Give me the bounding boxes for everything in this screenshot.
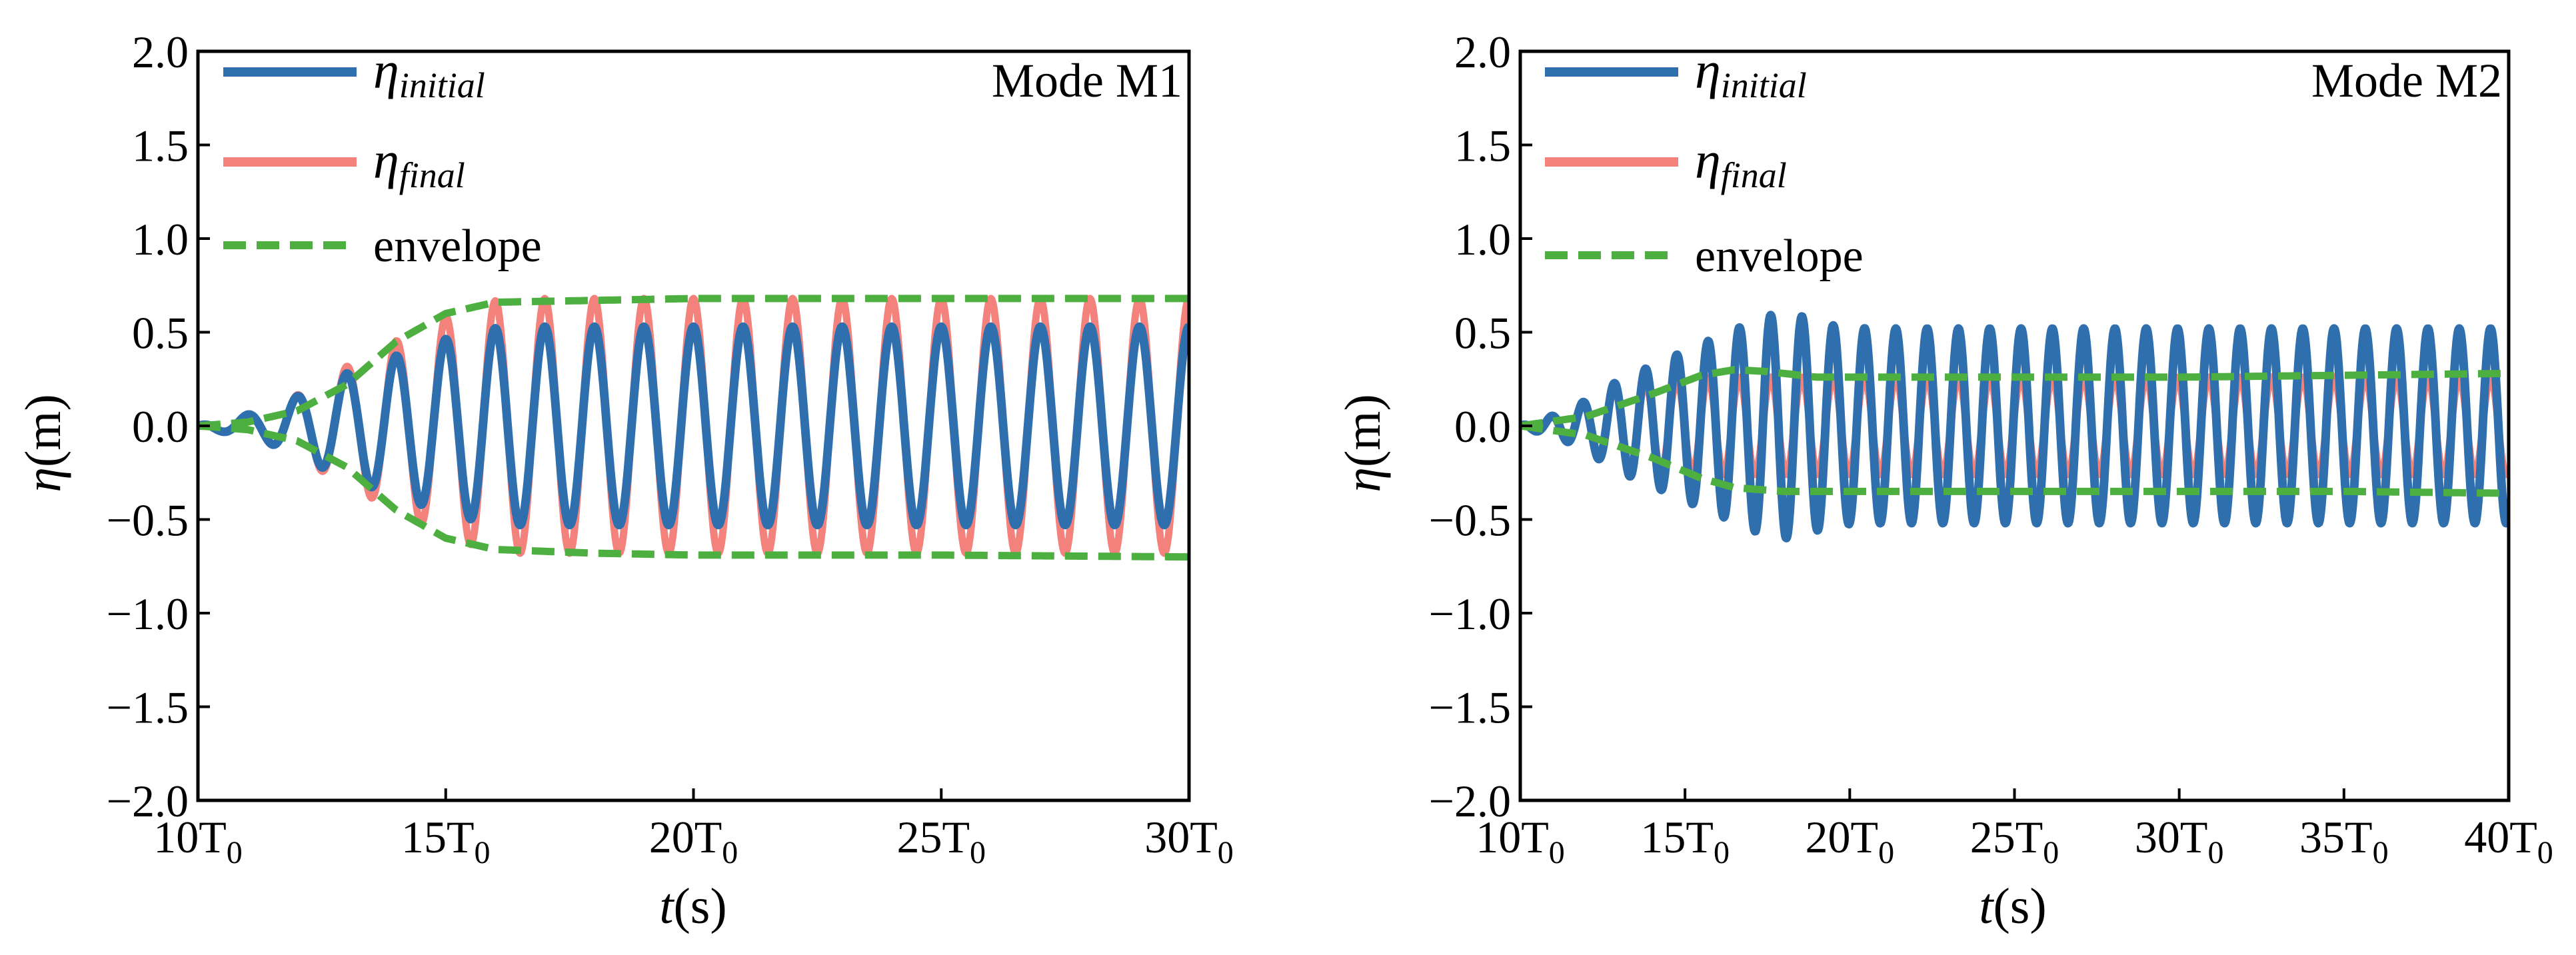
plot-lines-m1 <box>198 295 1189 561</box>
y-axis-label-m2: η(m) <box>1335 394 1391 492</box>
legend-label-final: ηfinal <box>373 131 465 195</box>
legend-m2: ηinitial ηfinal envelope <box>1545 41 1864 282</box>
y-axis-label-m1: η(m) <box>15 394 71 492</box>
x-tick-label: 10T0 <box>153 812 243 870</box>
series-line-envelope-upper <box>198 295 1189 430</box>
y-tick-label: 0.5 <box>132 308 189 359</box>
y-tick-label: −1.0 <box>107 588 189 639</box>
y-tick-label: −0.5 <box>1429 495 1511 546</box>
x-tick-label: 25T0 <box>896 812 986 870</box>
mode-annotation-m1: Mode M1 <box>992 54 1182 107</box>
legend-label-envelope: envelope <box>1695 231 1864 282</box>
chart-panel-mode-m2: 2.0 1.5 1.0 0.5 0.0 −0.5 −1.0 −1.5 −2.0 10T0 15T0… <box>1335 27 2553 934</box>
x-tick-label: 15T0 <box>401 812 491 870</box>
y-ticks-m1: 2.0 1.5 1.0 0.5 0.0 −0.5 −1.0 −1.5 −2.0 <box>107 27 210 826</box>
legend-label-initial: ηinitial <box>1695 41 1807 105</box>
y-tick-label: 1.5 <box>132 121 189 171</box>
legend-m1: ηinitial ηfinal envelope <box>223 41 542 272</box>
y-tick-label: −2.0 <box>1429 776 1511 826</box>
series-line-initial <box>198 322 1189 530</box>
x-axis-label-m2: t(s) <box>1979 878 2046 934</box>
y-tick-label: 2.0 <box>132 27 189 77</box>
legend-label-envelope: envelope <box>373 221 542 272</box>
x-axis-label-m1: t(s) <box>659 878 726 934</box>
y-tick-label: −1.5 <box>1429 682 1511 733</box>
x-tick-label: 30T0 <box>1144 812 1234 870</box>
y-tick-label: 1.0 <box>1454 214 1511 265</box>
x-ticks-m1: 10T0 15T0 20T0 25T0 30T0 <box>153 788 1234 870</box>
x-tick-label: 20T0 <box>1806 812 1895 870</box>
y-tick-label: 1.0 <box>132 214 189 265</box>
x-tick-label: 35T0 <box>2299 812 2389 870</box>
y-tick-label: −2.0 <box>107 776 189 826</box>
y-tick-label: 0.5 <box>1454 308 1511 359</box>
x-tick-label: 25T0 <box>1970 812 2059 870</box>
series-line-envelope-lower <box>1520 422 2509 497</box>
y-tick-label: 0.0 <box>1454 401 1511 452</box>
x-tick-label: 15T0 <box>1640 812 1730 870</box>
legend-label-initial: ηinitial <box>373 41 485 105</box>
y-tick-label: −1.0 <box>1429 588 1511 639</box>
x-tick-label: 20T0 <box>649 812 738 870</box>
y-tick-label: 0.0 <box>132 401 189 452</box>
chart-panel-mode-m1: 2.0 1.5 1.0 0.5 0.0 −0.5 −1.0 −1.5 −2.0 10T0 15T0… <box>15 27 1234 934</box>
series-line-envelope-upper <box>1520 366 2509 430</box>
y-tick-label: −0.5 <box>107 495 189 546</box>
x-tick-label: 40T0 <box>2464 812 2553 870</box>
y-tick-label: 1.5 <box>1454 121 1511 171</box>
x-tick-label: 30T0 <box>2135 812 2224 870</box>
y-tick-label: 2.0 <box>1454 27 1511 77</box>
series-line-initial <box>1520 311 2509 542</box>
y-ticks-m2: 2.0 1.5 1.0 0.5 0.0 −0.5 −1.0 −1.5 −2.0 <box>1429 27 1532 826</box>
legend-label-final: ηfinal <box>1695 131 1787 195</box>
plot-lines-m2 <box>1520 311 2509 542</box>
x-tick-label: 10T0 <box>1476 812 1565 870</box>
mode-annotation-m2: Mode M2 <box>2311 54 2502 107</box>
x-ticks-m2: 10T0 15T0 20T0 25T0 30T0 35T0 40T0 <box>1476 788 2553 870</box>
series-line-envelope-lower <box>198 422 1189 561</box>
y-tick-label: −1.5 <box>107 682 189 733</box>
